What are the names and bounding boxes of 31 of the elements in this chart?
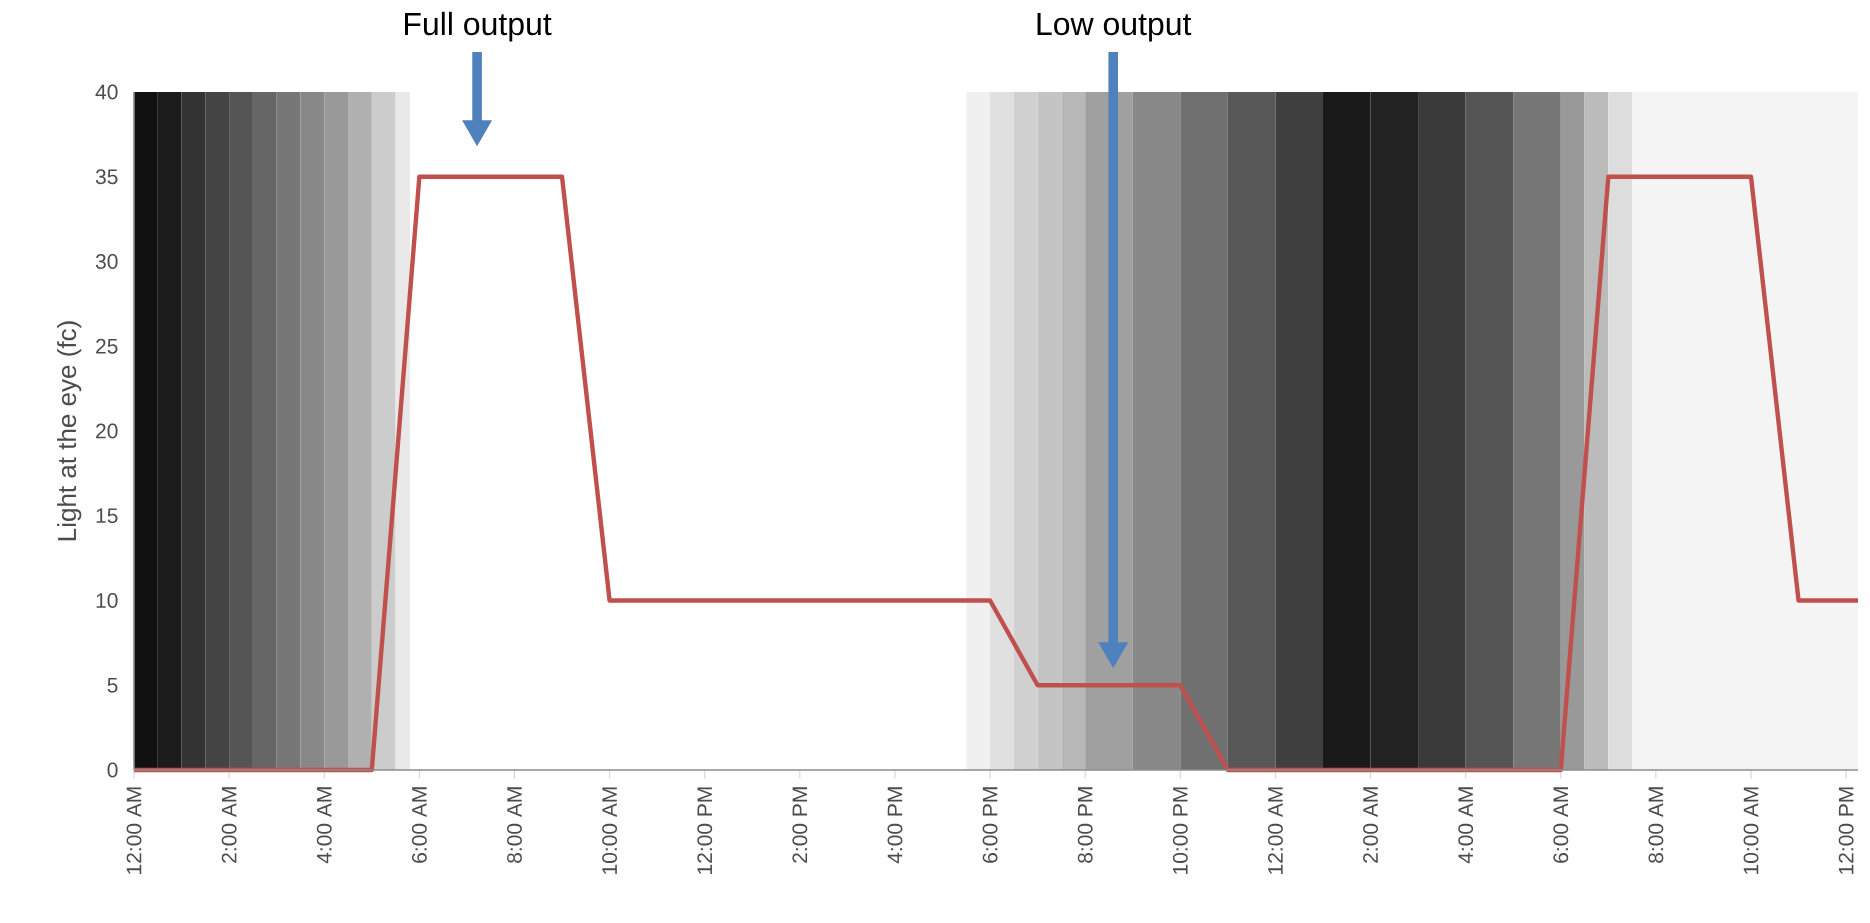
x-tick-label: 2:00 AM: [221, 787, 237, 863]
x-tick-label: 12:00 PM: [1838, 787, 1854, 874]
y-tick-label: 15: [96, 508, 118, 524]
x-tick-label: 4:00 PM: [887, 787, 903, 864]
x-tick-label: 10:00 PM: [1172, 787, 1188, 874]
y-tick-label: 10: [96, 593, 118, 608]
x-tick-label: 12:00 AM: [126, 787, 142, 874]
y-tick-label: 35: [95, 169, 118, 185]
x-tick-label: 4:00 AM: [316, 787, 332, 864]
text: Full output: [405, 11, 552, 42]
x-tick-label: 8:00 PM: [1077, 787, 1093, 863]
text: Low output: [1037, 12, 1192, 42]
y-tick-label: 5: [107, 677, 118, 693]
x-tick-label: 8:00 AM: [1648, 787, 1664, 863]
y-tick-label: 0: [107, 762, 118, 778]
y-axis-title: Light at the eye (fc): [57, 321, 82, 541]
x-tick-label: 12:00 PM: [697, 787, 713, 874]
y-tick-label: 40: [95, 84, 118, 100]
y-tick-label: 20: [96, 423, 118, 439]
x-tick-label: 6:00 AM: [1553, 787, 1569, 863]
y-tick-label: 30: [95, 254, 118, 269]
x-tick-label: 2:00 PM: [792, 787, 808, 863]
x-tick-label: 6:00 AM: [411, 787, 427, 863]
x-tick-label: 8:00 AM: [507, 787, 522, 863]
x-tick-label: 2:00 AM: [1363, 787, 1378, 863]
y-tick-label: 25: [96, 338, 118, 354]
x-tick-label: 10:00 AM: [602, 787, 618, 874]
x-tick-label: 12:00 AM: [1268, 787, 1283, 874]
x-tick-label: 6:00 PM: [982, 787, 998, 863]
x-tick-label: 4:00 AM: [1458, 787, 1474, 864]
x-tick-label: 10:00 AM: [1743, 787, 1759, 874]
